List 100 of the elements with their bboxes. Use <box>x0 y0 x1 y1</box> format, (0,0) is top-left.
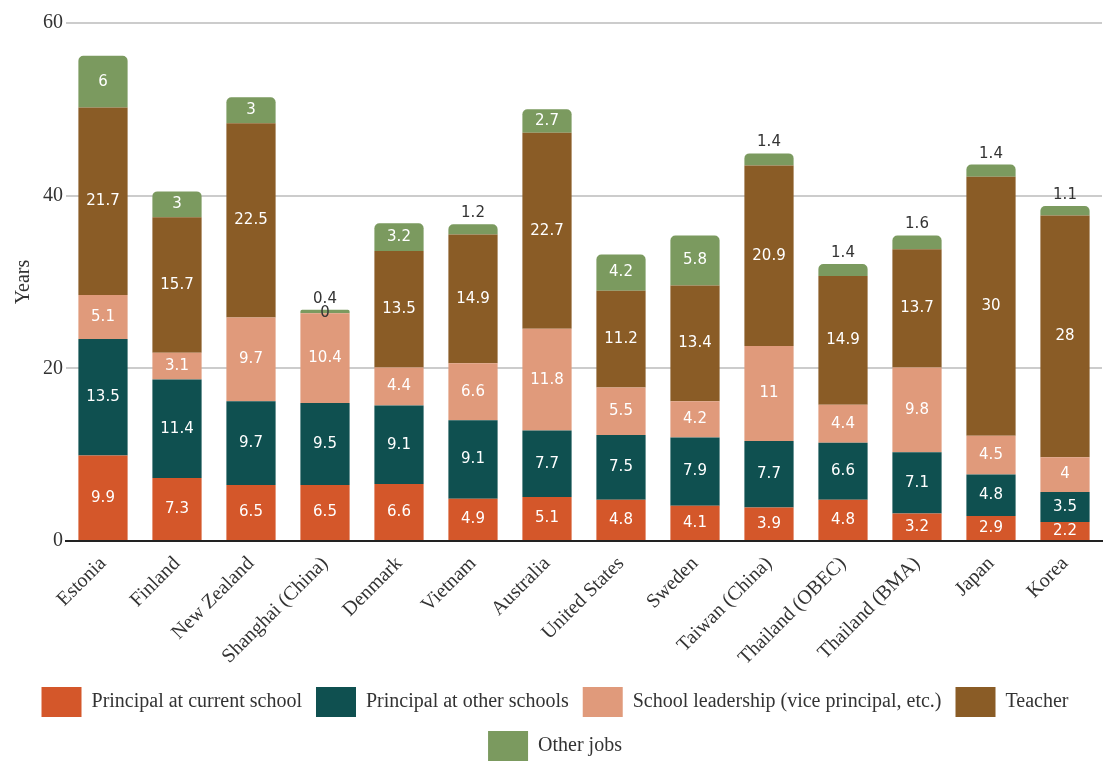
bar <box>892 249 942 368</box>
bar <box>522 430 572 498</box>
data-label: 1.2 <box>461 203 485 222</box>
data-label: 7.3 <box>165 498 189 517</box>
bar <box>152 478 202 541</box>
data-label: 3.1 <box>165 356 189 375</box>
bar <box>448 224 498 235</box>
data-label: 4.8 <box>609 509 633 528</box>
bar <box>374 250 424 368</box>
bar <box>892 452 942 514</box>
data-label: 9.1 <box>387 434 411 453</box>
data-label: 1.4 <box>979 143 1003 162</box>
bar <box>744 440 794 508</box>
bar <box>596 387 646 435</box>
bar <box>1040 491 1090 523</box>
data-label: 11.2 <box>604 328 638 347</box>
data-label: 4.8 <box>979 485 1003 504</box>
data-label: 15.7 <box>160 274 194 293</box>
data-label: 3 <box>246 100 256 119</box>
data-label: 4.9 <box>461 509 485 528</box>
legend-label: Teacher <box>1005 689 1069 712</box>
data-label: 13.7 <box>900 298 934 317</box>
bar <box>818 442 868 500</box>
legend-label: School leadership (vice principal, etc.) <box>632 689 942 713</box>
data-label: 4.5 <box>979 445 1003 464</box>
bar <box>818 276 868 405</box>
data-label: 4.8 <box>831 509 855 528</box>
bar <box>966 164 1016 177</box>
bar <box>596 499 646 541</box>
data-label: 5.1 <box>91 306 115 325</box>
bar <box>78 339 128 456</box>
bar <box>226 317 276 402</box>
data-label: 1.1 <box>1053 184 1077 203</box>
bar <box>374 405 424 485</box>
data-label: 14.9 <box>456 288 490 307</box>
data-label: 4.4 <box>387 376 411 395</box>
bar <box>1040 206 1090 216</box>
data-label: 3.9 <box>757 513 781 532</box>
data-label: 7.7 <box>757 464 781 483</box>
data-label: 1.6 <box>905 214 929 233</box>
bar <box>522 497 572 541</box>
y-tick-label: 0 <box>53 528 63 551</box>
data-label: 3.5 <box>1053 496 1077 515</box>
bar <box>78 295 128 340</box>
data-label: 4.2 <box>609 262 633 281</box>
data-label: 10.4 <box>308 347 342 366</box>
bar <box>670 285 720 402</box>
bar <box>966 176 1016 436</box>
bar <box>448 498 498 541</box>
data-label: 6 <box>98 71 108 90</box>
data-label: 20.9 <box>752 245 786 264</box>
y-tick-label: 60 <box>43 10 63 33</box>
bar <box>966 435 1016 475</box>
legend-label: Principal at other schools <box>366 689 569 713</box>
data-label: 13.5 <box>382 299 416 318</box>
data-label: 6.6 <box>461 381 485 400</box>
data-label: 9.9 <box>91 487 115 506</box>
y-axis-title: Years <box>11 259 34 305</box>
bar <box>374 367 424 406</box>
data-label: 11.4 <box>160 418 194 437</box>
bar <box>744 153 794 166</box>
data-label: 9.7 <box>239 349 263 368</box>
data-label: 2.9 <box>979 517 1003 536</box>
data-label: 1.4 <box>831 242 855 261</box>
data-label: 6.5 <box>239 502 263 521</box>
data-label: 3.2 <box>387 227 411 246</box>
data-label: 2.2 <box>1053 520 1077 539</box>
bar <box>818 499 868 541</box>
data-label: 13.5 <box>86 387 120 406</box>
bar <box>78 455 128 541</box>
data-label: 9.1 <box>461 449 485 468</box>
bar <box>596 254 646 291</box>
y-tick-label: 40 <box>43 182 63 205</box>
data-label: 6.5 <box>313 502 337 521</box>
data-label: 4.2 <box>683 409 707 428</box>
bar <box>670 505 720 541</box>
data-label: 6.6 <box>831 461 855 480</box>
data-label: 9.5 <box>313 433 337 452</box>
data-label: 3 <box>172 194 182 213</box>
bar <box>226 97 276 124</box>
bar <box>966 474 1016 517</box>
data-label: 30 <box>981 296 1001 315</box>
data-label: 7.1 <box>905 472 929 491</box>
bar <box>226 401 276 485</box>
data-label: 5.1 <box>535 508 559 527</box>
bar <box>448 420 498 499</box>
y-tick-label: 20 <box>43 355 63 378</box>
data-label: 5.8 <box>683 250 707 269</box>
bar <box>892 513 942 541</box>
bar <box>226 484 276 541</box>
data-label: 2.7 <box>535 110 559 129</box>
bar <box>1040 457 1090 492</box>
bar <box>152 379 202 479</box>
data-label: 21.7 <box>86 191 120 210</box>
bar <box>670 235 720 286</box>
bar <box>744 345 794 441</box>
bar <box>152 217 202 353</box>
data-label: 22.5 <box>234 210 268 229</box>
bar <box>152 191 202 218</box>
bar <box>152 352 202 380</box>
